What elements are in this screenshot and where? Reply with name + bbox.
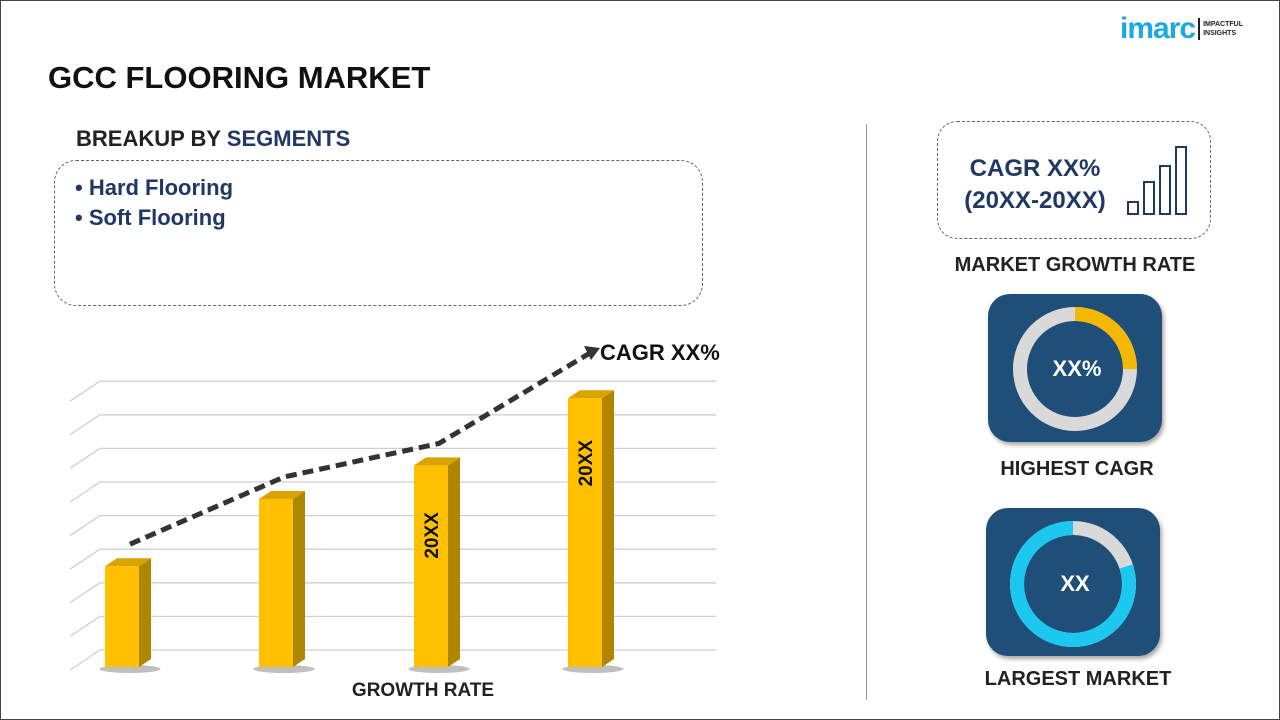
bar-label: 20XX: [576, 440, 597, 487]
bar-side: [602, 390, 614, 667]
gridline-depth: [69, 649, 101, 671]
growth-chart: 20XX 20XX: [69, 346, 716, 673]
logo-word: imarc: [1120, 12, 1196, 45]
segments-box: • Hard Flooring • Soft Flooring: [54, 160, 703, 306]
bar-top: [568, 390, 614, 399]
segment-item: • Hard Flooring: [75, 175, 234, 200]
bar-side: [448, 457, 460, 667]
largest-market-value: XX: [1060, 571, 1090, 596]
bar: [568, 398, 602, 667]
bar: [105, 566, 139, 667]
highest-donut: [1013, 307, 1137, 431]
bar: [414, 465, 448, 667]
imarc-logo: imarc IMPACTFUL INSIGHTS: [1120, 12, 1243, 46]
bar-top: [414, 457, 460, 466]
gridline-depth: [69, 582, 101, 604]
segments-heading: BREAKUP BY SEGMENTS: [76, 126, 351, 151]
gridline-depth: [69, 380, 101, 402]
market-growth-label: MARKET GROWTH RATE: [954, 254, 1196, 276]
logo-divider: [1198, 18, 1201, 40]
largest-donut: [1010, 521, 1136, 647]
segment-item: • Soft Flooring: [75, 205, 226, 230]
bar: [259, 499, 293, 667]
gridline-depth: [69, 447, 101, 469]
gridline-depth: [69, 515, 101, 537]
logo-tagline: IMPACTFUL INSIGHTS: [1203, 21, 1243, 37]
cagr-box: [937, 121, 1211, 239]
gridline-depth: [69, 615, 101, 637]
bar-top: [259, 491, 305, 499]
bar-side: [139, 558, 151, 667]
cagr-text: CAGR XX% (20XX-20XX): [964, 155, 1106, 214]
trend-arrowhead: [584, 346, 600, 360]
bar-top: [105, 558, 151, 567]
bar-growth-icon: [1127, 146, 1187, 215]
divider: [866, 124, 867, 700]
chart-title: CAGR XX%: [600, 340, 720, 365]
bar-side: [293, 491, 305, 667]
gridline-depth: [69, 414, 101, 436]
highest-cagr-label: HIGHEST CAGR: [1000, 458, 1154, 480]
highest-cagr-value: XX%: [1052, 356, 1102, 381]
gridline-depth: [69, 481, 101, 503]
trend-line: [129, 350, 592, 547]
x-axis-label: GROWTH RATE: [351, 680, 495, 701]
largest-market-label: LARGEST MARKET: [984, 668, 1172, 690]
bar-label: 20XX: [422, 512, 443, 559]
page-title: GCC FLOORING MARKET: [48, 60, 431, 95]
gridline-depth: [69, 548, 101, 570]
